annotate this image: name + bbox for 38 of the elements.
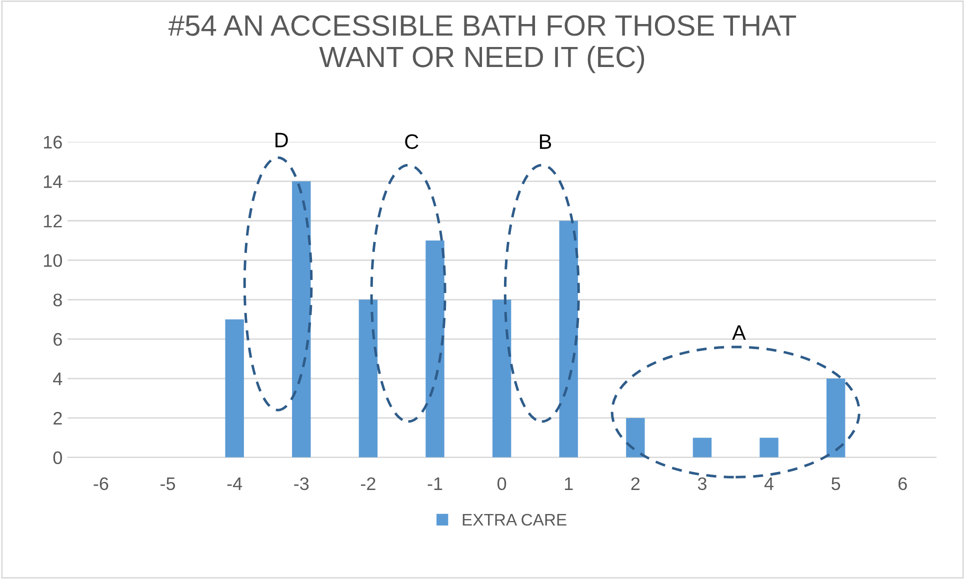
bar: [760, 438, 778, 458]
y-tick-label: 14: [44, 175, 62, 188]
bar: [626, 418, 645, 458]
bar: [692, 438, 712, 458]
x-tick-label: -5: [160, 478, 176, 490]
annotation: B: [540, 134, 552, 149]
x-tick-label: 5: [832, 478, 840, 490]
bar: [559, 220, 578, 458]
y-tick-label: 10: [44, 254, 62, 267]
annotation: A: [732, 325, 746, 340]
annotation: D: [276, 132, 288, 148]
x-tick-label: 1: [564, 478, 573, 490]
y-tick-label: 4: [53, 372, 62, 386]
annotation: C: [405, 134, 418, 150]
bar: [225, 319, 244, 458]
chart-title: #54 AN ACCESSIBLE BATH FOR THOSE THAT WANT OR NEED IT (EC): [168, 15, 796, 74]
bar: [426, 240, 444, 458]
bar: [492, 300, 512, 458]
x-tick-label: 6: [898, 477, 907, 490]
bar: [826, 378, 846, 458]
x-tick-label: 2: [631, 477, 640, 490]
x-tick-label: 4: [764, 478, 774, 490]
x-tick-label: -4: [227, 478, 242, 490]
y-tick-label: 0: [53, 451, 62, 464]
y-tick-label: 2: [54, 412, 62, 425]
y-tick-label: 8: [53, 294, 62, 306]
x-tick-label: -1: [428, 478, 442, 490]
legend-label: EXTRA CARE: [462, 514, 566, 526]
bar: [358, 300, 378, 458]
y-tick-label: 6: [54, 333, 62, 346]
x-tick-label: -2: [360, 477, 376, 490]
x-tick-label: 0: [497, 477, 506, 490]
bar: [292, 181, 311, 458]
x-tick-label: -6: [94, 477, 108, 490]
x-tick-label: -3: [294, 477, 309, 490]
x-tick-label: 3: [698, 477, 706, 490]
y-tick-label: 16: [44, 136, 62, 149]
y-tick-label: 12: [44, 214, 62, 228]
